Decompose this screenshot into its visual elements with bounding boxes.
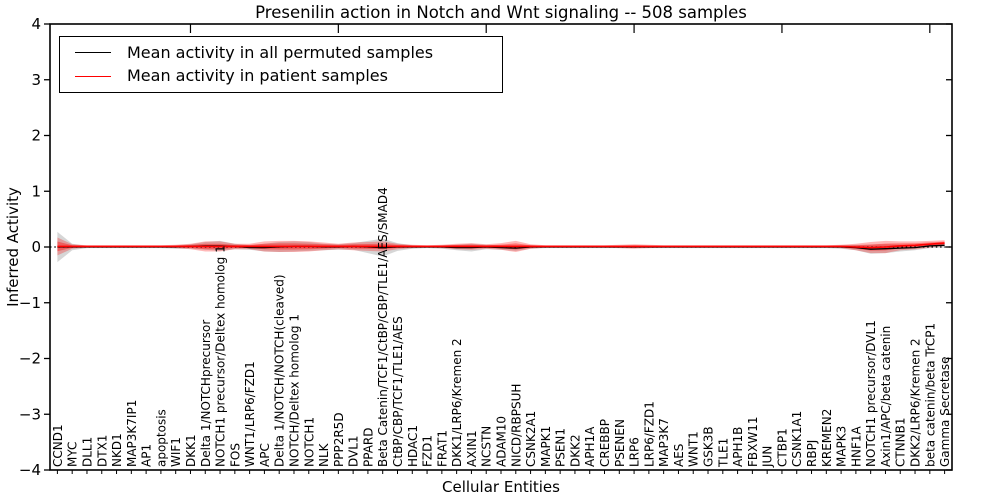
x-tick-label: Delta 1/NOTCHprecursor (199, 320, 213, 467)
x-tick-label: NOTCH1 precursor/DVL1 (864, 320, 878, 467)
x-tick-label: AXIN1 (465, 430, 479, 467)
svg-text:−2: −2 (19, 350, 41, 368)
x-tick-label: NOTCH1 (302, 417, 316, 467)
x-tick-label: RBPJ (805, 440, 819, 467)
x-tick-label: NOTCH1 precursor/Deltex homolog 1 (214, 245, 228, 467)
x-tick-label: DKK1/LRP6/Kremen 2 (450, 338, 464, 467)
legend-item-patient: Mean activity in patient samples (60, 68, 502, 84)
red-line-swatch (75, 75, 111, 77)
x-tick-label: CTNNB1 (894, 417, 908, 467)
x-tick-label: AP1 (140, 444, 154, 467)
x-tick-label: CtBP/CBP/TCF1/TLE1/AES (391, 316, 405, 467)
x-tick-label: MYC (66, 442, 80, 467)
x-tick-label: NLK (317, 442, 331, 467)
x-tick-label: ADAM10 (495, 416, 509, 467)
x-tick-label: GSK3B (702, 426, 716, 467)
svg-text:0: 0 (31, 238, 41, 256)
x-tick-label: CSNK1A1 (790, 411, 804, 467)
x-tick-label: Delta 1/NOTCH/NOTCH(cleaved) (273, 274, 287, 467)
x-tick-label: Beta Catenin/TCF1/CtBP/CBP/TLE1/AES/SMAD… (376, 187, 390, 467)
svg-text:−4: −4 (19, 461, 41, 479)
x-tick-label: NKD1 (110, 433, 124, 467)
chart-title: Presenilin action in Notch and Wnt signa… (255, 3, 747, 22)
x-tick-label: JUN (761, 446, 775, 468)
x-tick-label: TLE1 (716, 438, 730, 468)
x-tick-label: MAP3K7 (657, 418, 671, 467)
x-tick-label: MAPK1 (539, 426, 553, 467)
x-tick-label: NCSTN (480, 426, 494, 467)
x-tick-label: LRP6 (628, 437, 642, 467)
x-tick-label: apoptosis (154, 409, 168, 467)
x-tick-label: AES (672, 444, 686, 467)
svg-text:4: 4 (31, 15, 41, 33)
x-tick-label: PSENEN (613, 419, 627, 467)
x-tick-label: CCND1 (51, 424, 65, 467)
x-tick-label: APH1B (731, 427, 745, 467)
x-tick-label: APH1A (583, 426, 597, 467)
svg-text:2: 2 (31, 127, 41, 145)
x-tick-label: HNF1A (849, 425, 863, 467)
x-tick-label: PPARD (361, 428, 375, 468)
x-axis-label: Cellular Entities (442, 478, 560, 496)
x-tick-label: DKK2 (568, 434, 582, 467)
x-tick-label: FBXW11 (746, 417, 760, 468)
x-tick-label: FZD1 (421, 435, 435, 467)
x-tick-label: CSNK2A1 (524, 411, 538, 467)
x-tick-label: DLL1 (81, 437, 95, 467)
x-tick-label: FOS (228, 443, 242, 467)
x-tick-label: FRAT1 (435, 430, 449, 467)
x-tick-label: CREBBP (598, 419, 612, 467)
x-tick-label: NICD/RBPSUH (509, 384, 523, 467)
x-tick-label: CTBP1 (776, 428, 790, 467)
x-tick-label: DKK2/LRP6/Kremen 2 (909, 338, 923, 467)
x-tick-label: LRP6/FZD1 (642, 401, 656, 467)
x-tick-label: Gamma Secretase (938, 356, 952, 467)
black-line-swatch (75, 52, 111, 54)
legend: Mean activity in all permuted samples Me… (59, 36, 503, 93)
svg-text:1: 1 (31, 182, 41, 200)
x-tick-label: MAP3K7IP1 (125, 400, 139, 467)
svg-text:−1: −1 (19, 294, 41, 312)
x-tick-label: beta catenin/beta TrCP1 (923, 323, 937, 467)
legend-label-permuted: Mean activity in all permuted samples (127, 42, 434, 62)
x-tick-label: PPP2R5D (332, 412, 346, 467)
x-tick-label: APC (258, 443, 272, 467)
x-tick-label: DTX1 (95, 435, 109, 467)
x-tick-label: NOTCH/Deltex homolog 1 (288, 314, 302, 467)
x-tick-label: KREMEN2 (820, 409, 834, 467)
x-tick-label: DVL1 (347, 435, 361, 467)
y-axis-label: Inferred Activity (4, 187, 22, 307)
x-tick-label: DKK1 (184, 434, 198, 467)
x-tick-label: WIF1 (169, 437, 183, 467)
x-tick-label: PSEN1 (554, 428, 568, 467)
svg-text:−3: −3 (19, 405, 41, 423)
x-tick-label: Axin1/APC/beta catenin (879, 326, 893, 467)
legend-label-patient: Mean activity in patient samples (127, 66, 388, 86)
x-tick-label: WNT1/LRP6/FZD1 (243, 361, 257, 467)
legend-item-permuted: Mean activity in all permuted samples (60, 42, 502, 62)
x-tick-label: HDAC1 (406, 425, 420, 467)
x-tick-label: MAPK3 (835, 426, 849, 467)
x-tick-label: WNT1 (687, 431, 701, 467)
svg-text:3: 3 (31, 71, 41, 89)
